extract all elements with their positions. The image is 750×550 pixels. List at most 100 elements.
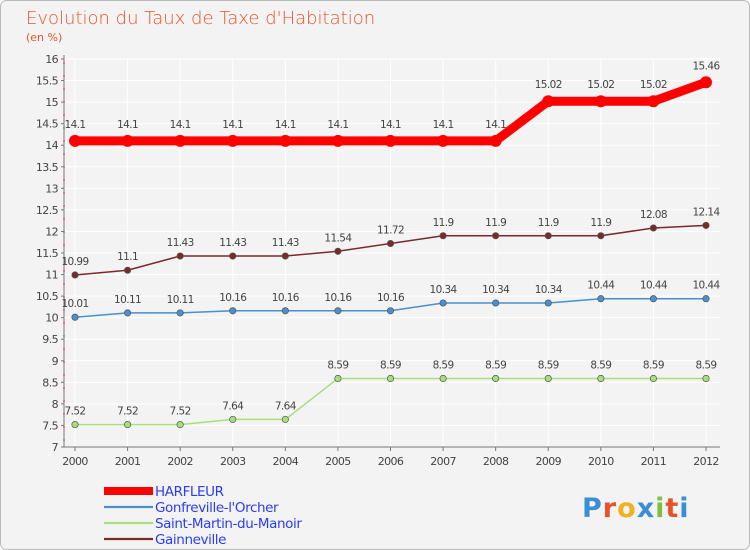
- data-label: 14.1: [485, 119, 506, 131]
- data-point: [439, 232, 447, 240]
- y-tick-label: 11: [45, 269, 58, 282]
- data-point: [544, 299, 552, 307]
- x-tick-label: 2001: [115, 455, 141, 468]
- data-point: [542, 95, 555, 108]
- x-tick-label: 2009: [535, 455, 561, 468]
- logo-letter: i: [655, 493, 665, 524]
- data-point: [594, 95, 607, 108]
- y-tick-label: 11.5: [36, 247, 59, 260]
- data-label: 10.44: [692, 280, 720, 292]
- data-label: 10.99: [61, 256, 88, 268]
- y-tick-label: 7: [52, 441, 59, 454]
- unit-label: (en %): [26, 31, 62, 44]
- data-label: 15.46: [692, 60, 720, 72]
- data-point: [279, 134, 292, 147]
- x-tick-label: 2004: [273, 455, 299, 468]
- data-label: 10.16: [377, 292, 405, 304]
- data-label: 14.1: [117, 119, 138, 131]
- data-point: [124, 309, 132, 317]
- data-label: 14.1: [170, 119, 191, 131]
- data-label: 14.1: [327, 119, 348, 131]
- y-tick-label: 14.5: [36, 118, 59, 131]
- data-label: 10.34: [482, 284, 510, 296]
- data-label: 7.52: [65, 406, 86, 418]
- data-label: 10.11: [167, 294, 194, 306]
- data-point: [702, 374, 710, 383]
- y-tick-label: 10.5: [36, 290, 59, 303]
- y-tick-label: 12.5: [36, 204, 59, 217]
- data-point: [121, 134, 134, 147]
- data-label: 8.59: [433, 359, 454, 371]
- x-tick-label: 2007: [430, 455, 456, 468]
- legend-label-2: Saint-Martin-du-Manoir: [155, 516, 302, 532]
- data-label: 12.08: [640, 209, 667, 221]
- data-point: [492, 374, 500, 383]
- data-label: 12.14: [692, 206, 720, 218]
- logo-letter: P: [582, 493, 603, 524]
- x-tick-label: 2006: [378, 455, 404, 468]
- data-label: 8.59: [538, 359, 559, 371]
- data-point: [69, 134, 81, 147]
- logo-letter: o: [617, 493, 637, 524]
- data-point: [229, 415, 237, 423]
- data-label: 10.01: [61, 298, 88, 310]
- data-point: [174, 134, 187, 147]
- data-label: 11.9: [485, 217, 506, 229]
- data-label: 8.59: [380, 359, 401, 371]
- data-label: 11.43: [219, 237, 246, 249]
- data-label: 11.54: [324, 232, 352, 244]
- data-point: [281, 307, 289, 315]
- y-tick-label: 8: [52, 398, 59, 411]
- logo-letter: i: [679, 493, 689, 524]
- data-label: 11.72: [377, 225, 404, 237]
- data-label: 8.59: [696, 359, 717, 371]
- y-tick-label: 9: [52, 355, 59, 368]
- data-label: 14.1: [65, 119, 86, 131]
- axes: 77.588.599.51010.51111.51212.51313.51414…: [36, 53, 720, 468]
- data-point: [489, 134, 502, 147]
- x-tick-label: 2002: [167, 455, 193, 468]
- data-point: [334, 374, 342, 383]
- y-tick-label: 15: [45, 96, 58, 109]
- data-label: 15.02: [535, 79, 562, 91]
- data-point: [71, 271, 79, 279]
- data-label: 8.59: [327, 359, 348, 371]
- data-label: 10.11: [114, 294, 141, 306]
- data-point: [649, 224, 657, 232]
- proxiti-logo: Proxiti: [582, 493, 689, 524]
- data-point: [71, 313, 79, 321]
- y-tick-label: 13.5: [36, 161, 59, 174]
- data-label: 7.64: [222, 400, 244, 412]
- y-tick-label: 9.5: [42, 333, 58, 346]
- data-label: 11.9: [590, 217, 611, 229]
- data-label: 10.16: [272, 292, 300, 304]
- data-label: 8.59: [590, 359, 611, 371]
- y-tick-label: 12: [45, 225, 58, 238]
- data-label: 10.16: [219, 292, 247, 304]
- y-tick-label: 10: [45, 312, 58, 325]
- data-point: [649, 374, 657, 383]
- chart-title: Evolution du Taux de Taxe d'Habitation: [26, 8, 375, 29]
- data-label: 11.9: [433, 217, 454, 229]
- legend-label-1: Gonfreville-l'Orcher: [155, 500, 279, 516]
- data-point: [647, 95, 660, 108]
- legend-label-0: HARFLEUR: [155, 484, 224, 500]
- data-point: [281, 415, 289, 423]
- data-label: 14.1: [222, 119, 243, 131]
- data-label: 14.1: [275, 119, 296, 131]
- data-label: 11.1: [117, 251, 138, 263]
- data-point: [226, 134, 239, 147]
- data-point: [176, 252, 184, 260]
- data-label: 14.1: [433, 119, 454, 131]
- data-labels: 10.99 11.1 11.43 11.43 11.43 11.54 11.72 11.9 11…: [61, 60, 721, 418]
- data-label: 8.59: [485, 359, 506, 371]
- data-point: [437, 134, 450, 147]
- data-point: [439, 374, 447, 383]
- data-point: [492, 299, 500, 307]
- data-label: 15.02: [640, 79, 667, 91]
- y-tick-label: 15.5: [36, 75, 59, 88]
- data-point: [649, 295, 657, 303]
- data-point: [597, 374, 605, 383]
- y-tick-label: 16: [45, 53, 58, 66]
